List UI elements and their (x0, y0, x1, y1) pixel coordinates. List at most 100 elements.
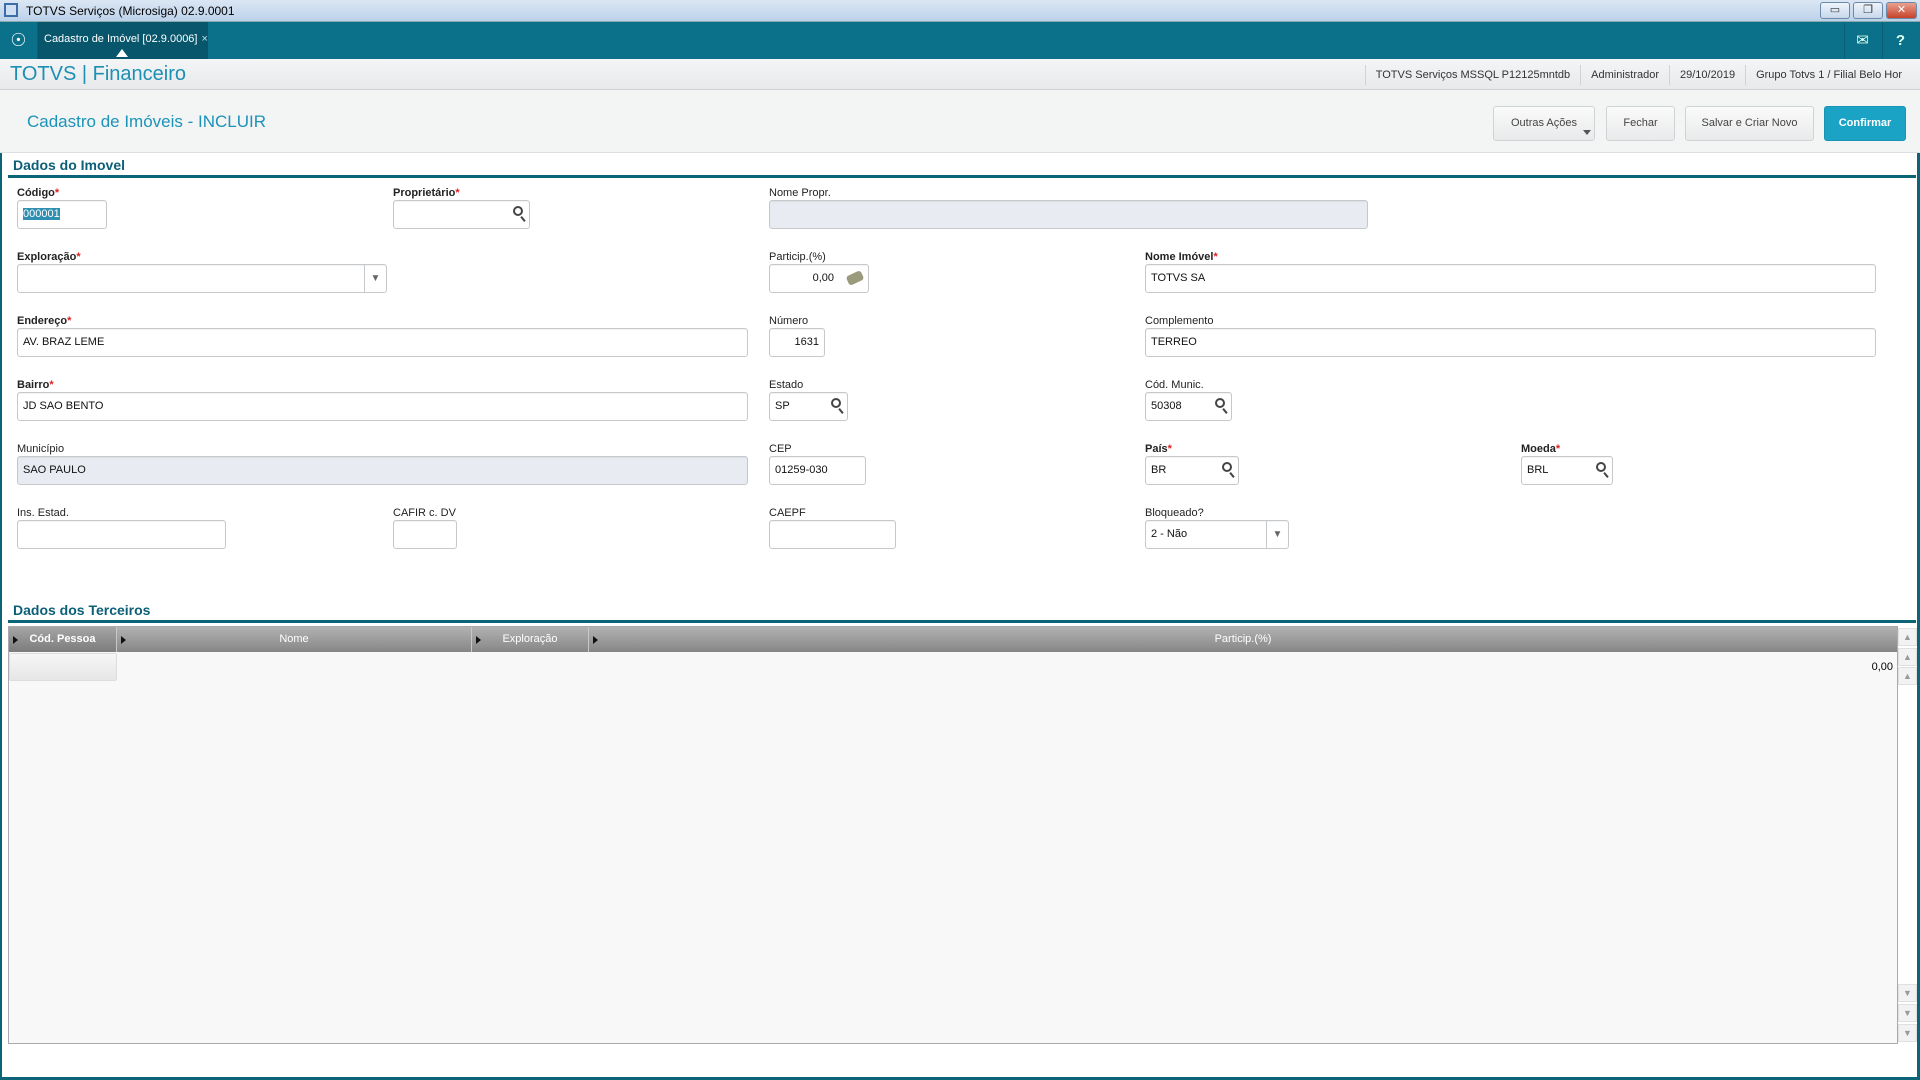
bairro-input[interactable]: JD SAO BENTO (17, 392, 748, 421)
other-actions-label: Outras Ações (1510, 117, 1578, 129)
home-icon[interactable]: ☉ (0, 22, 38, 59)
complemento-input[interactable]: TERREO (1145, 328, 1876, 357)
cafir-label: CAFIR c. DV (393, 507, 456, 519)
close-window-button[interactable]: ✕ (1886, 2, 1917, 19)
bloqueado-select[interactable]: 2 - Não ▼ (1145, 520, 1289, 549)
page-header: Cadastro de Imóveis - INCLUIR Outras Açõ… (0, 90, 1920, 153)
estado-label: Estado (769, 379, 804, 391)
mail-icon[interactable]: ✉ (1844, 22, 1880, 59)
proprietario-label: Proprietário* (393, 187, 460, 199)
close-button[interactable]: Fechar (1606, 106, 1675, 141)
column-header-particip[interactable]: Particip.(%) (589, 627, 1897, 652)
active-tab-caret-icon (116, 49, 128, 57)
codigo-input[interactable]: 000001 (17, 200, 107, 229)
restore-button[interactable]: ❐ (1853, 2, 1883, 19)
column-header-exploracao[interactable]: Exploração (472, 627, 589, 652)
column-marker-icon (476, 636, 481, 644)
chevron-down-icon (1583, 130, 1591, 135)
dropdown-arrow-icon[interactable]: ▼ (364, 265, 386, 292)
column-marker-icon (13, 636, 18, 644)
scroll-up-icon[interactable]: ▲ (1898, 667, 1917, 685)
other-actions-button[interactable]: Outras Ações (1493, 106, 1595, 141)
window-frame-bottom (0, 1077, 1920, 1080)
cafir-input[interactable] (393, 520, 457, 549)
particip-cell[interactable]: 0,00 (1871, 661, 1893, 673)
exploracao-select[interactable]: ▼ (17, 264, 387, 293)
exploracao-label: Exploração* (17, 251, 81, 263)
codigo-label: Código* (17, 187, 60, 199)
bairro-label: Bairro* (17, 379, 54, 391)
search-icon[interactable] (831, 398, 841, 408)
moeda-input[interactable]: BRL (1521, 456, 1613, 485)
search-icon[interactable] (1215, 398, 1225, 408)
section-divider (8, 620, 1916, 623)
section-divider (8, 175, 1916, 178)
column-header-nome[interactable]: Nome (117, 627, 472, 652)
cep-input[interactable]: 01259-030 (769, 456, 866, 485)
grid-scrollbar[interactable]: ▲ ▲ ▲ ▼ ▼ ▼ (1898, 626, 1917, 1044)
scroll-top-icon[interactable]: ▲ (1898, 628, 1917, 646)
pais-label: País* (1145, 443, 1172, 455)
column-marker-icon (593, 636, 598, 644)
ins-estad-label: Ins. Estad. (17, 507, 69, 519)
close-tab-icon[interactable]: × (201, 33, 208, 45)
ins-estad-input[interactable] (17, 520, 226, 549)
particip-input[interactable]: 0,00 (769, 264, 869, 293)
municipio-label: Município (17, 443, 65, 455)
search-icon[interactable] (1222, 462, 1232, 472)
window-frame-left (0, 59, 2, 1080)
section-title-imovel: Dados do Imovel (13, 157, 126, 173)
scroll-bottom-icon[interactable]: ▼ (1898, 1024, 1917, 1042)
endereco-label: Endereço* (17, 315, 72, 327)
help-icon[interactable]: ? (1882, 22, 1918, 59)
complemento-label: Complemento (1145, 315, 1214, 327)
tab-bar: ☉ Cadastro de Imóvel [02.9.0006] × ✉ ? (0, 22, 1920, 59)
nome-imovel-label: Nome Imóvel* (1145, 251, 1218, 263)
section-title-terceiros: Dados dos Terceiros (13, 602, 151, 618)
calculator-icon[interactable] (845, 270, 865, 286)
numero-input[interactable]: 1631 (769, 328, 825, 357)
bloqueado-label: Bloqueado? (1145, 507, 1204, 519)
app-header: TOTVS | Financeiro TOTVS Serviços MSSQL … (0, 59, 1920, 90)
terceiros-grid: Cód. Pessoa Nome Exploração Particip.(%)… (8, 626, 1898, 1044)
app-icon (4, 3, 18, 17)
save-and-new-button[interactable]: Salvar e Criar Novo (1685, 106, 1814, 141)
particip-label: Particip.(%) (769, 251, 826, 263)
search-icon[interactable] (513, 206, 523, 216)
session-info: TOTVS Serviços MSSQL P12125mntdb Adminis… (1364, 59, 1912, 90)
minimize-button[interactable]: ▭ (1820, 2, 1850, 19)
page-title: Cadastro de Imóveis - INCLUIR (27, 112, 267, 131)
environment-info: TOTVS Serviços MSSQL P12125mntdb (1364, 64, 1580, 85)
proprietario-input[interactable] (393, 200, 530, 229)
caepf-input[interactable] (769, 520, 896, 549)
scroll-page-down-icon[interactable]: ▼ (1898, 1004, 1917, 1022)
tab-label: Cadastro de Imóvel [02.9.0006] (44, 33, 198, 45)
cod-munic-input[interactable]: 50308 (1145, 392, 1232, 421)
table-row[interactable]: 0,00 (9, 652, 1897, 681)
date-info: 29/10/2019 (1669, 64, 1745, 85)
column-marker-icon (121, 636, 126, 644)
estado-input[interactable]: SP (769, 392, 848, 421)
scroll-page-up-icon[interactable]: ▲ (1898, 648, 1917, 666)
codigo-value: 000001 (23, 208, 60, 220)
nome-imovel-input[interactable]: TOTVS SA (1145, 264, 1876, 293)
branch-info: Grupo Totvs 1 / Filial Belo Hor (1745, 64, 1912, 85)
nome-propr-label: Nome Propr. (769, 187, 831, 199)
caepf-label: CAEPF (769, 507, 806, 519)
dropdown-arrow-icon[interactable]: ▼ (1266, 521, 1288, 548)
tab-cadastro-imovel[interactable]: Cadastro de Imóvel [02.9.0006] × (38, 22, 208, 59)
scroll-down-icon[interactable]: ▼ (1898, 984, 1917, 1002)
cod-munic-label: Cód. Munic. (1145, 379, 1204, 391)
endereco-input[interactable]: AV. BRAZ LEME (17, 328, 748, 357)
moeda-label: Moeda* (1521, 443, 1561, 455)
search-icon[interactable] (1596, 462, 1606, 472)
window-frame-right (1917, 59, 1920, 1080)
cod-pessoa-cell[interactable] (9, 653, 117, 681)
window-titlebar: TOTVS Serviços (Microsiga) 02.9.0001 ▭ ❐… (0, 0, 1920, 22)
numero-label: Número (769, 315, 809, 327)
window-title: TOTVS Serviços (Microsiga) 02.9.0001 (26, 4, 235, 18)
column-header-cod-pessoa[interactable]: Cód. Pessoa (9, 627, 117, 652)
confirm-button[interactable]: Confirmar (1824, 106, 1906, 141)
pais-input[interactable]: BR (1145, 456, 1239, 485)
cep-label: CEP (769, 443, 792, 455)
